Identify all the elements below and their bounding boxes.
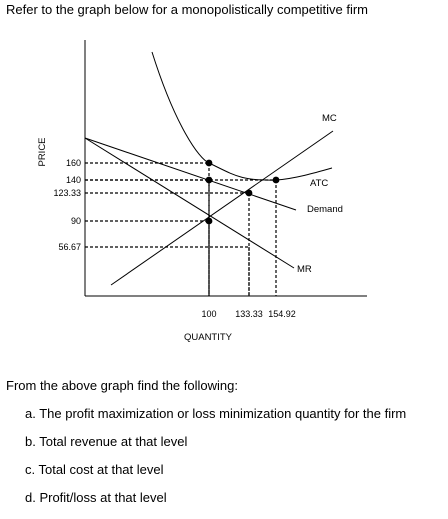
atc-curve bbox=[151, 51, 333, 181]
dashed-guides bbox=[85, 162, 277, 296]
x-axis-title: QUANTITY bbox=[184, 332, 233, 343]
mc-curve bbox=[110, 130, 334, 286]
demand-curve bbox=[84, 137, 297, 211]
point-3 bbox=[245, 189, 253, 197]
y-tick-label-4: 56.67 bbox=[58, 242, 81, 252]
question-a: a. The profit maximization or loss minim… bbox=[25, 406, 407, 421]
demand-label: Demand bbox=[307, 204, 343, 215]
x-tick-label-1: 133.33 bbox=[235, 309, 263, 319]
x-tick-label-2: 154.92 bbox=[268, 309, 296, 319]
point-0 bbox=[205, 159, 213, 167]
question-list: a. The profit maximization or loss minim… bbox=[25, 406, 406, 518]
question-b: b. Total revenue at that level bbox=[25, 434, 188, 449]
mc-label: MC bbox=[322, 113, 337, 124]
y-tick-label-0: 160 bbox=[66, 158, 81, 168]
mr-curve bbox=[84, 137, 295, 269]
curves bbox=[84, 51, 334, 286]
mr-label: MR bbox=[297, 264, 312, 275]
question-prompt: Refer to the graph below for a monopolis… bbox=[6, 2, 368, 17]
axes bbox=[84, 40, 367, 297]
atc-label: ATC bbox=[310, 178, 328, 189]
points bbox=[205, 159, 280, 225]
question-d: d. Profit/loss at that level bbox=[25, 490, 167, 505]
question-c: c. Total cost at that level bbox=[25, 462, 164, 477]
questions-intro: From the above graph find the following: bbox=[6, 378, 238, 393]
y-tick-label-1: 140 bbox=[66, 175, 81, 185]
y-axis-title: PRICE bbox=[37, 137, 48, 166]
point-4 bbox=[272, 176, 280, 184]
y-tick-label-2: 123.33 bbox=[53, 188, 81, 198]
labels: 160 140 123.33 90 56.67 100 133.33 154.92 MC ATC D… bbox=[37, 113, 343, 343]
point-2 bbox=[205, 217, 213, 225]
x-tick-label-0: 100 bbox=[201, 309, 216, 319]
point-1 bbox=[205, 176, 213, 184]
y-tick-label-3: 90 bbox=[71, 216, 81, 226]
